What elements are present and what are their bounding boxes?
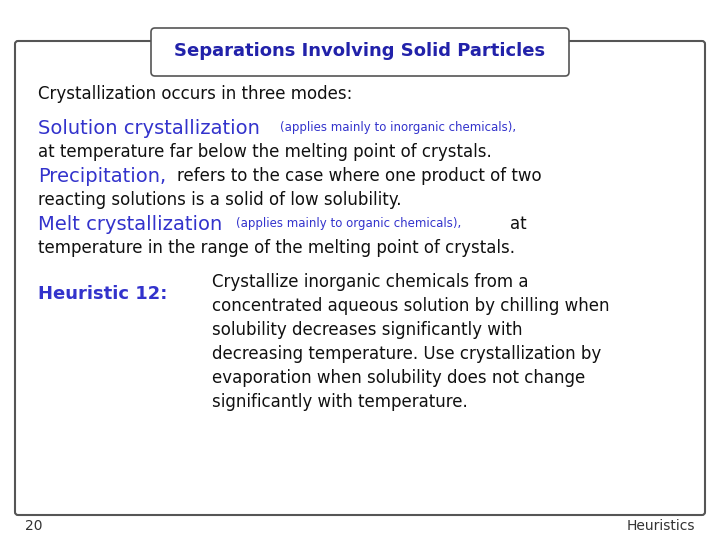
Text: refers to the case where one product of two: refers to the case where one product of … [177,167,541,185]
Text: Crystallize inorganic chemicals from a: Crystallize inorganic chemicals from a [212,273,528,291]
Text: Melt crystallization: Melt crystallization [38,214,222,233]
FancyBboxPatch shape [151,28,569,76]
Text: evaporation when solubility does not change: evaporation when solubility does not cha… [212,369,585,387]
Text: (applies mainly to inorganic chemicals),: (applies mainly to inorganic chemicals), [280,122,516,134]
Text: at: at [510,215,526,233]
Text: Heuristics: Heuristics [626,519,695,533]
Text: 20: 20 [25,519,42,533]
Text: temperature in the range of the melting point of crystals.: temperature in the range of the melting … [38,239,515,257]
Text: significantly with temperature.: significantly with temperature. [212,393,468,411]
Text: solubility decreases significantly with: solubility decreases significantly with [212,321,523,339]
Text: Crystallization occurs in three modes:: Crystallization occurs in three modes: [38,85,352,103]
FancyBboxPatch shape [15,41,705,515]
Text: Precipitation,: Precipitation, [38,166,166,186]
Text: reacting solutions is a solid of low solubility.: reacting solutions is a solid of low sol… [38,191,402,209]
Text: concentrated aqueous solution by chilling when: concentrated aqueous solution by chillin… [212,297,610,315]
Text: Solution crystallization: Solution crystallization [38,118,260,138]
Text: at temperature far below the melting point of crystals.: at temperature far below the melting poi… [38,143,492,161]
Text: decreasing temperature. Use crystallization by: decreasing temperature. Use crystallizat… [212,345,601,363]
Text: Separations Involving Solid Particles: Separations Involving Solid Particles [174,42,546,60]
Text: Heuristic 12:: Heuristic 12: [38,285,167,303]
Text: (applies mainly to organic chemicals),: (applies mainly to organic chemicals), [236,218,462,231]
